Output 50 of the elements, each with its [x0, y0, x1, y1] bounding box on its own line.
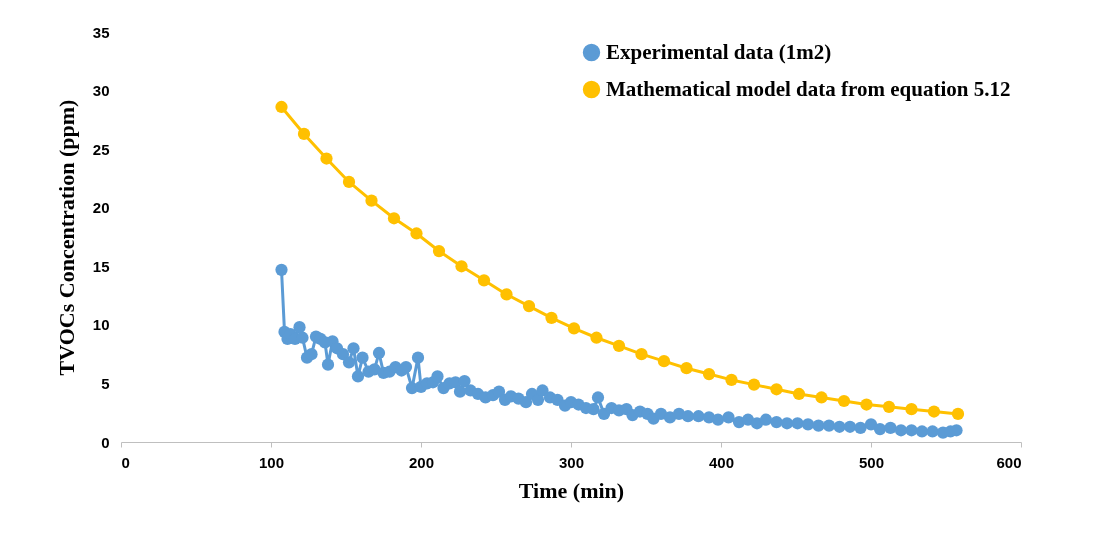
legend-label: Mathematical model data from equation 5.12	[606, 76, 1011, 101]
point	[297, 127, 311, 141]
point	[612, 339, 626, 353]
point	[747, 378, 761, 391]
y-axis-title: TVOCs Concentration (ppm)	[53, 99, 79, 376]
point	[951, 407, 965, 420]
point	[725, 373, 738, 387]
y-tick-label: 20	[92, 199, 110, 217]
x-tick-label: 300	[558, 453, 585, 471]
point	[522, 300, 536, 313]
point	[590, 331, 603, 344]
y-tick-label: 0	[101, 433, 110, 451]
point	[702, 367, 716, 381]
point	[792, 387, 806, 401]
y-tick-label: 15	[92, 257, 110, 275]
point	[770, 383, 783, 396]
point	[455, 260, 468, 273]
x-axis-title: Time (min)	[518, 477, 625, 503]
point	[410, 227, 423, 240]
point	[387, 212, 401, 225]
point	[500, 288, 513, 301]
y-tick-label: 10	[92, 316, 110, 334]
point	[837, 394, 851, 408]
x-tick-label: 200	[408, 453, 435, 471]
legend-label: Experimental data (1m2)	[606, 39, 832, 64]
point	[567, 322, 581, 335]
y-tick-label: 5	[101, 374, 110, 392]
point	[365, 194, 378, 207]
point	[882, 400, 896, 413]
point	[320, 152, 333, 165]
x-tick-label: 400	[708, 453, 735, 471]
point	[657, 355, 671, 368]
y-tick-label: 30	[92, 82, 110, 100]
point	[545, 311, 558, 324]
point	[342, 175, 356, 189]
x-tick-label: 500	[858, 453, 885, 471]
point	[860, 398, 873, 411]
point	[815, 391, 828, 404]
y-tick-label: 35	[92, 23, 110, 41]
x-tick-label: 600	[996, 453, 1022, 471]
x-tick-label: 0	[121, 453, 130, 471]
point	[635, 348, 648, 361]
point	[275, 100, 288, 114]
x-tick-label: 100	[258, 453, 285, 471]
point	[927, 405, 941, 418]
point	[477, 274, 491, 287]
point	[680, 362, 693, 375]
point	[905, 403, 918, 416]
y-tick-label: 25	[92, 140, 110, 158]
point	[432, 244, 446, 258]
